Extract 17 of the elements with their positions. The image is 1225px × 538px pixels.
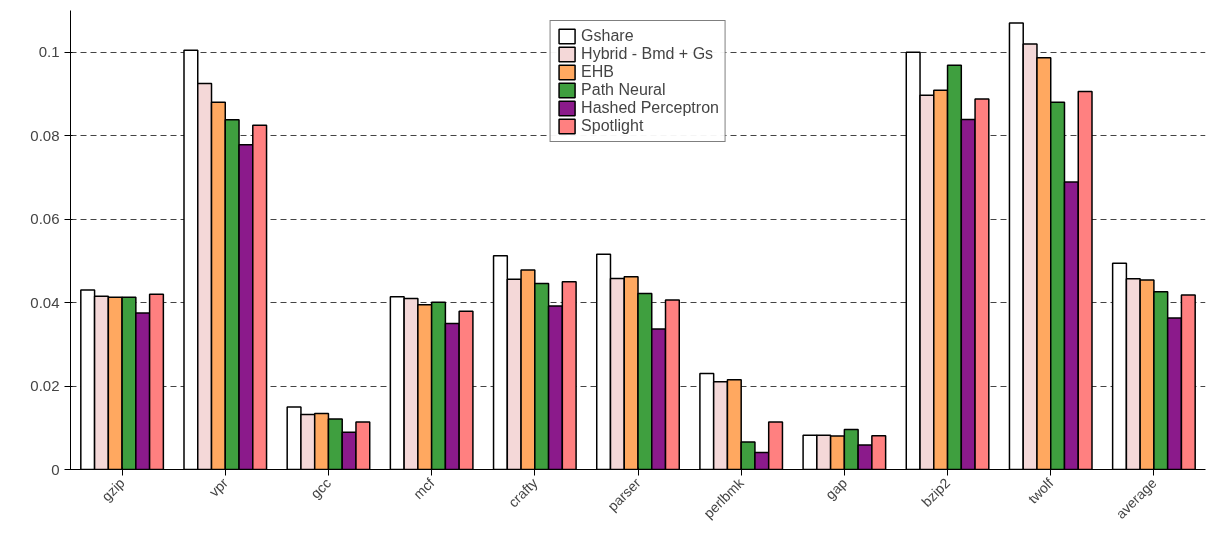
y-tick-label: 0.08 (30, 126, 60, 144)
y-tick-label: 0.04 (30, 293, 60, 311)
x-tick-label: gap (822, 474, 851, 503)
x-tick-label: vpr (205, 474, 232, 500)
y-tick-label: 0 (51, 460, 60, 478)
legend-label: Gshare (581, 27, 634, 45)
x-tick-label: gzip (98, 474, 128, 505)
y-tick-label: 0.02 (30, 377, 60, 395)
legend-label: Spotlight (581, 117, 644, 135)
x-tick-label: gcc (307, 474, 335, 502)
legend-label: Hybrid - Bmd + Gs (581, 45, 714, 63)
x-tick-label: mcf (410, 474, 438, 503)
legend-label: EHB (581, 63, 614, 81)
y-tick-label: 0.06 (30, 210, 60, 228)
legend-label: Path Neural (581, 81, 666, 99)
legend-label: Hashed Perceptron (581, 99, 719, 117)
y-tick-label: 0.1 (38, 43, 60, 61)
